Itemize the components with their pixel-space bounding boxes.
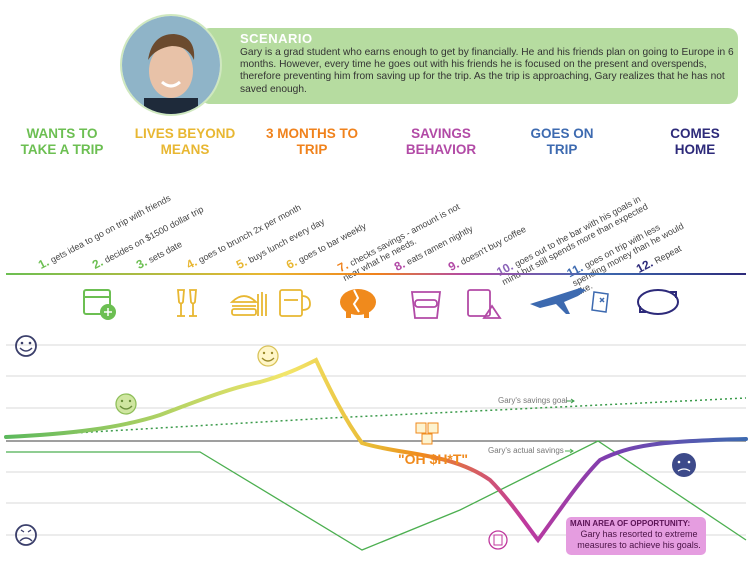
repeat-arrows-icon — [637, 289, 679, 315]
wallet-icon — [591, 291, 609, 313]
phase-comes-home: COMES HOME — [670, 126, 720, 157]
oh-shit-label: "OH $H*T" — [398, 451, 469, 467]
scenario-box — [200, 28, 738, 104]
opportunity-text: Gary has resorted to extreme measures to… — [577, 529, 701, 550]
scenario-title: SCENARIO — [240, 31, 313, 46]
smiling-face-icon — [115, 393, 137, 415]
happy-face-icon — [15, 335, 37, 357]
phase-wants-to-take-a-trip: WANTS TO TAKE A TRIP — [20, 126, 104, 157]
emotion-curve — [4, 357, 748, 544]
goal-arrow — [566, 398, 575, 404]
burger-fries-icon — [229, 292, 267, 316]
actual-savings-label: Gary's actual savings — [488, 446, 564, 455]
grinning-face-icon — [257, 345, 279, 367]
ramen-cup-icon — [410, 291, 442, 319]
champagne-icon — [177, 289, 197, 317]
actual-savings-line — [6, 440, 747, 551]
avatar — [120, 14, 222, 116]
actual-arrow — [565, 448, 574, 454]
timeline-line — [6, 273, 746, 275]
unhappy-face-icon — [672, 453, 696, 477]
phase-savings-behavior: SAVINGS BEHAVIOR — [405, 126, 477, 157]
savings-goal-label: Gary's savings goal — [498, 396, 568, 405]
broken-piggy-bank-icon — [340, 289, 376, 318]
opportunity-box — [566, 517, 706, 555]
money-bills-icon — [415, 422, 439, 445]
beer-glass-icon — [279, 289, 311, 317]
grid-lines — [6, 344, 746, 536]
phase-lives-beyond-means: LIVES BEYOND MEANS — [134, 126, 236, 157]
phase-goes-on-trip: GOES ON TRIP — [530, 126, 594, 157]
sad-face-icon — [15, 524, 37, 546]
calendar-plane-icon — [83, 289, 116, 320]
opportunity-title: MAIN AREA OF OPPORTUNITY: — [570, 519, 691, 528]
no-drink-icon — [467, 289, 502, 319]
phase-3-months-to-trip: 3 MONTHS TO TRIP — [265, 126, 358, 157]
airplane-icon — [530, 288, 586, 314]
no-spending-icon — [488, 530, 508, 550]
scenario-text: Gary is a grad student who earns enough … — [240, 47, 734, 95]
